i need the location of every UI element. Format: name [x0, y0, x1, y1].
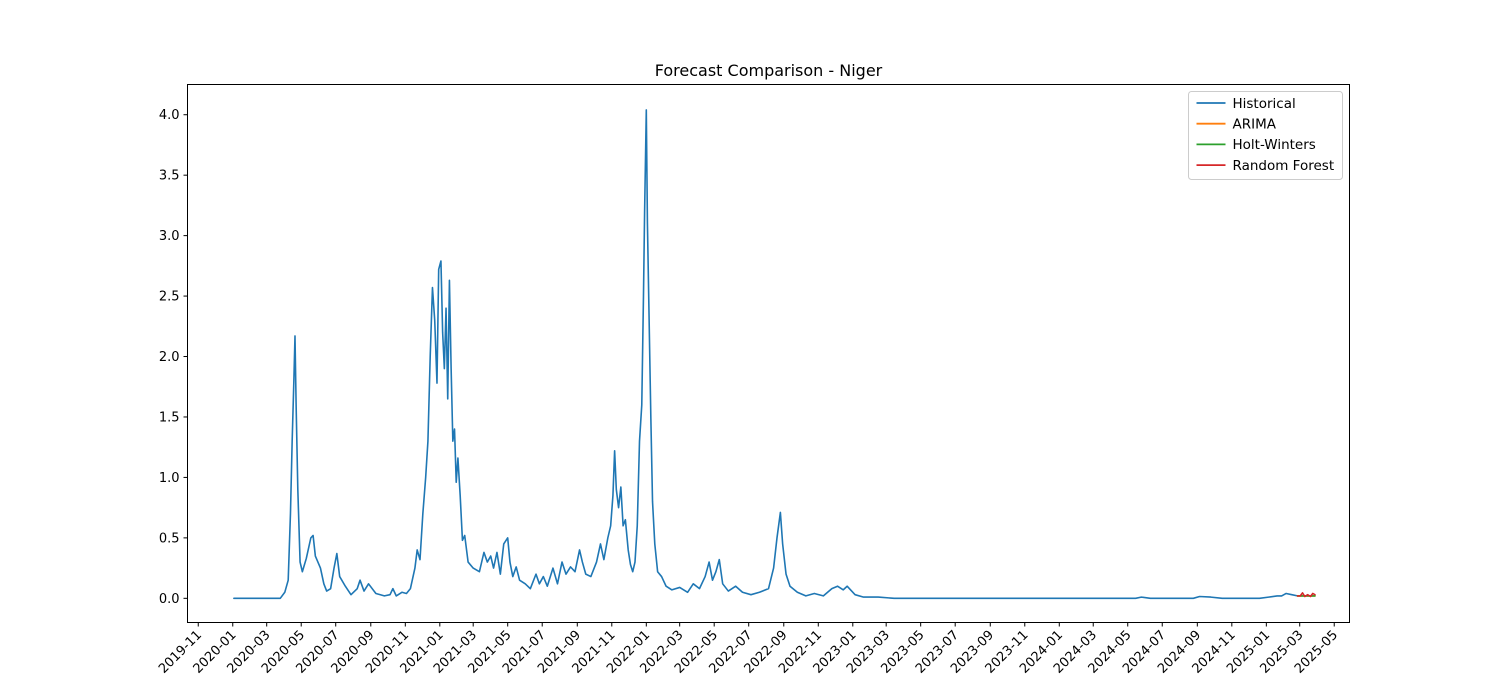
legend-entry: Historical — [1233, 96, 1296, 112]
plot-lines — [233, 109, 1316, 600]
legend-entry: ARIMA — [1233, 117, 1277, 133]
legend-entry: Holt-Winters — [1233, 137, 1316, 153]
y-tick-label: 3.5 — [159, 169, 180, 184]
legend-entry: Random Forest — [1233, 158, 1335, 174]
x-axis: 2019-112020-012020-032020-052020-072020-… — [156, 622, 1341, 677]
y-tick-label: 1.5 — [159, 410, 180, 425]
y-tick-label: 2.5 — [159, 290, 180, 305]
legend-frame — [1188, 91, 1343, 180]
series-line-historical — [233, 109, 1299, 600]
y-tick-label: 3.0 — [159, 229, 180, 244]
legend: Historical ARIMA Holt-Winters Random Forest — [1188, 91, 1343, 180]
y-tick-label: 4.0 — [159, 108, 180, 123]
chart-title: Forecast Comparison - Niger — [655, 61, 883, 80]
series-line-random-forest — [1296, 592, 1316, 598]
y-tick-label: 2.0 — [159, 350, 180, 365]
y-axis: 0.0 0.5 1.0 1.5 2.0 2.5 3.0 3.5 4.0 — [159, 108, 188, 607]
plot-area-frame — [187, 84, 1350, 623]
y-tick-label: 0.0 — [159, 592, 180, 607]
y-tick-label: 1.0 — [159, 471, 180, 486]
y-tick-label: 0.5 — [159, 531, 180, 546]
